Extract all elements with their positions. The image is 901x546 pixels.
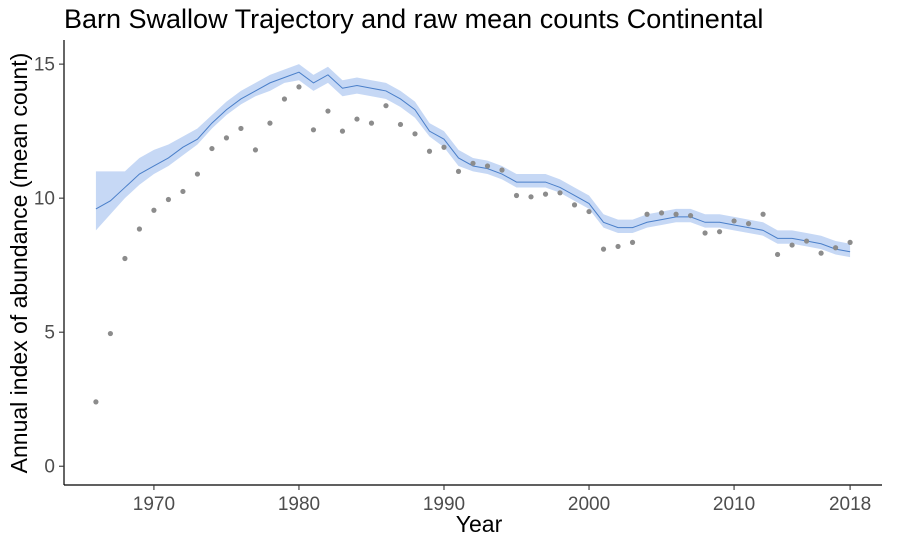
raw-count-point bbox=[441, 144, 447, 150]
raw-count-point bbox=[774, 251, 781, 258]
raw-count-point bbox=[731, 218, 737, 224]
raw-count-point bbox=[803, 238, 810, 244]
raw-count-point bbox=[470, 160, 476, 166]
raw-count-point bbox=[107, 330, 114, 337]
plot-area: 1970 1980 1990 2000 2010 2018 0 5 10 15 bbox=[34, 40, 882, 515]
x-tick-label: 1990 bbox=[423, 494, 465, 515]
trajectory-ribbon bbox=[95, 64, 851, 258]
raw-count-point bbox=[745, 221, 752, 227]
raw-count-point bbox=[281, 96, 288, 102]
raw-count-point bbox=[557, 190, 563, 196]
raw-count-point bbox=[542, 191, 549, 197]
raw-count-point bbox=[658, 210, 665, 216]
raw-count-point bbox=[499, 167, 505, 173]
raw-count-point bbox=[426, 148, 433, 154]
raw-count-point bbox=[296, 84, 302, 90]
raw-count-point bbox=[586, 208, 592, 215]
x-tick-label: 1980 bbox=[278, 494, 320, 515]
raw-count-point bbox=[325, 108, 331, 114]
raw-count-point bbox=[412, 131, 418, 137]
raw-count-point bbox=[789, 242, 795, 248]
raw-count-point bbox=[339, 128, 346, 134]
raw-count-point bbox=[455, 168, 462, 174]
x-tick-label: 1970 bbox=[133, 494, 175, 515]
raw-count-point bbox=[818, 250, 824, 256]
raw-count-point bbox=[209, 145, 215, 152]
x-tick-label: 2010 bbox=[713, 494, 755, 515]
raw-count-point bbox=[687, 212, 694, 219]
x-tick-label: 2018 bbox=[829, 494, 871, 515]
y-axis-title: Annual index of abundance (mean count) bbox=[6, 53, 32, 474]
raw-count-point bbox=[151, 207, 157, 213]
raw-count-point bbox=[383, 103, 389, 109]
raw-count-point bbox=[600, 246, 607, 252]
raw-count-point bbox=[615, 243, 621, 250]
y-tick-label: 15 bbox=[34, 55, 55, 76]
raw-count-point bbox=[194, 171, 201, 177]
x-tick-label: 2000 bbox=[568, 494, 610, 515]
raw-count-point bbox=[484, 163, 491, 169]
raw-count-point bbox=[847, 239, 853, 245]
raw-count-point bbox=[354, 116, 360, 122]
raw-count-point bbox=[760, 211, 766, 217]
raw-count-point bbox=[180, 188, 186, 195]
raw-count-point bbox=[368, 120, 375, 126]
raw-count-point bbox=[93, 399, 99, 405]
trajectory-line bbox=[95, 71, 851, 253]
raw-count-point bbox=[571, 202, 578, 208]
x-axis-title: Year bbox=[456, 511, 503, 537]
y-tick-label: 10 bbox=[34, 189, 55, 210]
raw-count-point bbox=[629, 239, 636, 245]
raw-count-point bbox=[716, 229, 723, 235]
raw-count-point bbox=[673, 211, 679, 217]
raw-count-point bbox=[832, 245, 839, 251]
raw-count-point bbox=[136, 226, 143, 232]
chart-title: Barn Swallow Trajectory and raw mean cou… bbox=[64, 4, 763, 34]
raw-count-point bbox=[223, 135, 230, 141]
raw-count-point bbox=[528, 194, 534, 200]
raw-count-point bbox=[702, 230, 708, 236]
raw-count-point bbox=[310, 127, 317, 133]
raw-count-point bbox=[122, 255, 128, 262]
y-tick-label: 0 bbox=[44, 457, 55, 478]
raw-count-point bbox=[165, 196, 172, 203]
raw-count-point bbox=[644, 211, 650, 217]
raw-count-point bbox=[397, 121, 404, 128]
raw-count-point bbox=[252, 147, 259, 153]
raw-count-point bbox=[267, 120, 273, 126]
raw-count-point bbox=[238, 125, 244, 132]
y-tick-label: 5 bbox=[44, 323, 55, 344]
raw-count-point bbox=[513, 192, 520, 199]
